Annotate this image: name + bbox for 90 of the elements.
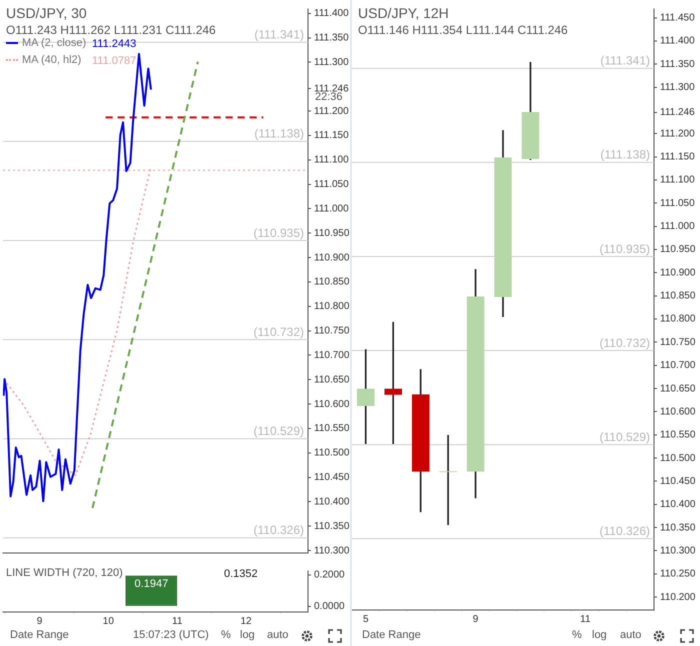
y-tick-label: 110.450 (314, 472, 350, 484)
y-tick-label: 110.450 (660, 476, 696, 487)
data-label: 0.1947 (134, 578, 168, 590)
y-tick-label: 110.250 (660, 568, 696, 580)
y-tick-label: 111.300 (314, 56, 350, 68)
y-tick-label: 110.900 (660, 267, 696, 278)
y-tick-label: 110.350 (314, 520, 350, 532)
y-tick-label: 111.150 (660, 152, 696, 163)
y-tick-label: 110.950 (314, 228, 350, 239)
y-tick-label: 111.000 (660, 221, 696, 232)
y-tick-label: 0.2000 (314, 570, 346, 581)
text: 22:36 (315, 91, 343, 103)
y-tick-label: 111.200 (314, 106, 350, 117)
y-tick-label: 110.300 (660, 545, 696, 556)
y-tick-label: 111.350 (660, 58, 696, 70)
ref-line-label: (110.732) (600, 336, 650, 350)
y-tick-label: 111.300 (660, 82, 696, 94)
x-tick-label: 9 (472, 614, 479, 625)
y-tick-label: 110.750 (314, 326, 350, 337)
y-tick-label: 110.400 (314, 496, 350, 508)
y-tick-label: 110.600 (314, 398, 350, 410)
text: O111.146 H111.354 L111.144 C111.246 (358, 23, 568, 37)
annotation: 111.2443 (92, 38, 136, 50)
ref-line-label: (110.529) (600, 430, 650, 444)
y-tick-label: 111.400 (314, 8, 350, 20)
text: Date Range (362, 629, 421, 641)
annotation: 111.0787 (92, 55, 136, 67)
y-tick-label: 110.350 (660, 522, 696, 534)
y-tick-label: 111.246 (660, 107, 696, 118)
y-tick-label: 110.550 (314, 423, 350, 434)
x-tick-label: 11 (580, 614, 591, 625)
chart-title: USD/JPY, 30 (6, 5, 87, 21)
text: % (572, 629, 582, 641)
chart-title: USD/JPY, 12H (358, 5, 449, 21)
x-tick-label: 12 (240, 616, 252, 627)
y-tick-label: 111.100 (660, 174, 696, 186)
y-tick-label: 110.850 (660, 290, 696, 302)
y-tick-label: 110.900 (314, 252, 350, 264)
y-tick-label: 110.800 (660, 314, 696, 325)
y-tick-label: 110.850 (314, 276, 350, 288)
y-tick-label: 111.150 (314, 130, 350, 142)
y-tick-label: 111.450 (660, 12, 696, 24)
y-tick-label: 111.050 (660, 198, 696, 209)
y-tick-label: 111.000 (314, 203, 350, 214)
x-tick-label: 10 (102, 616, 114, 627)
y-tick-label: 111.100 (314, 154, 350, 166)
text: auto (620, 629, 642, 641)
chart-title: LINE WIDTH (720, 120) (6, 567, 123, 579)
y-tick-label: 110.950 (660, 244, 696, 256)
y-tick-label: 111.400 (660, 36, 696, 47)
y-tick-label: 110.300 (314, 545, 350, 556)
y-tick-label: 110.400 (660, 499, 696, 510)
y-tick-label: 111.200 (660, 128, 696, 140)
ref-line-label: (111.341) (254, 28, 304, 42)
ref-line-label: (110.326) (600, 524, 650, 538)
x-tick-label: 9 (36, 616, 43, 627)
y-tick-label: 110.200 (660, 592, 696, 603)
ref-line-label: (111.138) (600, 148, 650, 162)
y-tick-label: 110.600 (660, 406, 696, 418)
y-tick-label: 111.050 (314, 179, 350, 190)
ref-line-label: (111.341) (600, 54, 650, 68)
y-tick-label: 110.800 (314, 301, 350, 312)
text: Date Range (10, 629, 69, 641)
x-tick-label: 5 (362, 614, 369, 625)
legend-label: MA (2, close) (22, 37, 86, 49)
y-tick-label: 111.350 (314, 32, 350, 44)
x-tick-label: 11 (172, 616, 183, 627)
y-tick-label: 0.0000 (314, 601, 346, 612)
text: log (240, 629, 255, 641)
ref-line-label: (110.732) (254, 324, 304, 339)
y-tick-label: 110.500 (660, 452, 696, 464)
y-tick-label: 110.550 (660, 430, 696, 441)
ref-line-label: (110.935) (600, 242, 650, 256)
ref-line-label: (110.326) (254, 523, 304, 538)
annotation: 0.1352 (224, 568, 258, 580)
legend-label: MA (40, hl2) (22, 54, 82, 66)
y-tick-label: 110.700 (314, 350, 350, 361)
ref-line-label: (110.529) (254, 424, 304, 438)
y-tick-label: 110.500 (314, 448, 350, 459)
y-tick-label: 110.750 (660, 336, 696, 348)
y-tick-label: 110.700 (660, 360, 696, 372)
text: log (592, 629, 607, 641)
text: % (221, 629, 231, 641)
y-tick-label: 110.650 (314, 374, 350, 386)
y-tick-label: 110.650 (660, 383, 696, 394)
text: O111.243 H111.262 L111.231 C111.246 (6, 23, 216, 37)
text: 15:07:23 (UTC) (133, 629, 209, 641)
text: auto (267, 629, 288, 641)
ref-line-label: (110.935) (254, 226, 304, 240)
ref-line-label: (111.138) (254, 126, 304, 141)
